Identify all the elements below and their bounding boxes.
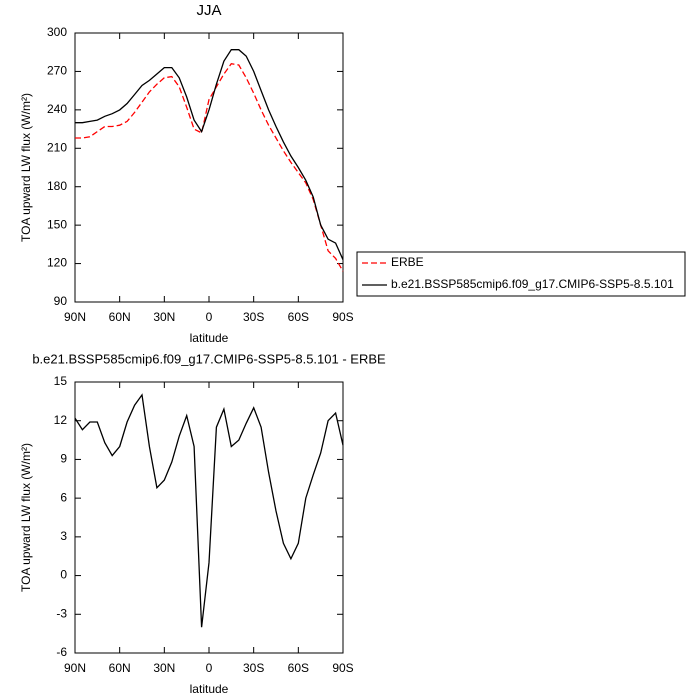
y-tick-label: 120 (47, 256, 67, 270)
y-tick-label: 3 (60, 529, 67, 543)
y-axis-label: TOA upward LW flux (W/m²) (19, 93, 33, 242)
data-line (75, 49, 344, 260)
legend-label: b.e21.BSSP585cmip6.f09_g17.CMIP6-SSP5-8.… (391, 277, 674, 291)
chart-title: JJA (196, 2, 221, 19)
x-tick-label: 30N (153, 310, 175, 324)
x-tick-label: 60N (109, 310, 131, 324)
x-tick-label: 0 (206, 661, 213, 675)
legend-label: ERBE (391, 255, 424, 269)
y-tick-label: -6 (56, 645, 67, 659)
y-tick-label: 240 (47, 102, 67, 116)
y-tick-label: 150 (47, 217, 67, 231)
y-tick-label: 0 (60, 568, 67, 582)
x-tick-label: 60S (288, 310, 309, 324)
x-tick-label: 60S (288, 661, 309, 675)
y-tick-label: 210 (47, 140, 67, 154)
y-tick-label: 300 (47, 25, 67, 39)
y-tick-label: 12 (54, 413, 68, 427)
y-tick-label: 90 (54, 294, 68, 308)
x-tick-label: 0 (206, 310, 213, 324)
y-tick-label: 9 (60, 452, 67, 466)
x-tick-label: 30S (243, 661, 264, 675)
y-axis-label: TOA upward LW flux (W/m²) (19, 443, 33, 592)
y-tick-label: 15 (54, 374, 68, 388)
x-axis-label: latitude (190, 682, 229, 696)
y-tick-label: 180 (47, 179, 67, 193)
data-line (75, 62, 344, 272)
data-line (74, 393, 344, 628)
x-tick-label: 30S (243, 310, 264, 324)
x-tick-label: 30N (153, 661, 175, 675)
plot-frame (74, 32, 344, 303)
x-tick-label: 90N (64, 661, 86, 675)
plot-frame (74, 381, 344, 654)
y-tick-label: -3 (56, 606, 67, 620)
legend-box (356, 251, 686, 297)
y-tick-label: 270 (47, 64, 67, 78)
x-tick-label: 90S (332, 661, 353, 675)
x-tick-label: 60N (109, 661, 131, 675)
y-tick-label: 6 (60, 490, 67, 504)
x-tick-label: 90N (64, 310, 86, 324)
x-tick-label: 90S (332, 310, 353, 324)
chart-title: b.e21.BSSP585cmip6.f09_g17.CMIP6-SSP5-8.… (32, 351, 386, 366)
x-axis-label: latitude (190, 331, 229, 345)
